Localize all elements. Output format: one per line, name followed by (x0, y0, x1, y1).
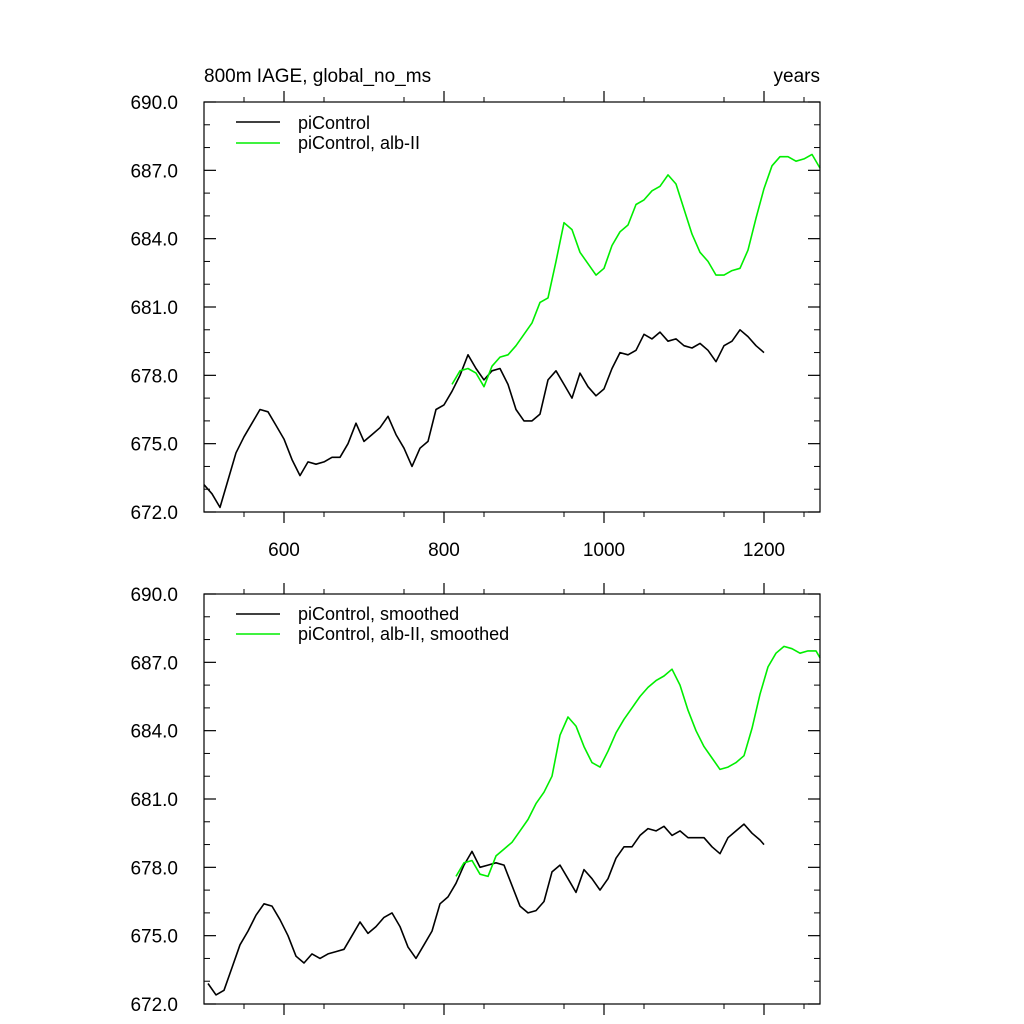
units-label: years (774, 66, 820, 87)
y-tick-label: 690.0 (130, 93, 178, 114)
y-tick-label: 687.0 (130, 653, 178, 674)
top-panel: 800m IAGE, global_no_ms years 672.0 675.0… (130, 66, 821, 561)
x-tick-label: 1000 (583, 540, 625, 561)
bottom-panel: 672.0 675.0 678.0 681.0 684.0 687.0 690.0 piCo… (130, 583, 821, 1016)
y-tick-label: 681.0 (130, 790, 178, 811)
y-tick-label: 672.0 (130, 995, 178, 1016)
bottom-series (207, 645, 821, 996)
y-tick-label: 675.0 (130, 927, 178, 948)
x-tick-label: 1200 (743, 540, 785, 561)
y-tick-label: 690.0 (130, 585, 178, 606)
bottom-plot-frame (203, 593, 821, 1005)
series-line-alb-ii (455, 645, 821, 878)
legend-label-picontrol-smoothed: piControl, smoothed (298, 604, 459, 624)
chart-title: 800m IAGE, global_no_ms (204, 66, 431, 87)
legend-label-picontrol: piControl (298, 113, 370, 133)
x-tick-label: 600 (268, 540, 300, 561)
top-ticks: 672.0 675.0 678.0 681.0 684.0 687.0 690.0 600 80… (130, 91, 820, 561)
legend-label-alb-ii-smoothed: piControl, alb-II, smoothed (298, 624, 509, 644)
y-tick-label: 687.0 (130, 161, 178, 182)
y-tick-label: 684.0 (130, 230, 178, 251)
series-line-picontrol (207, 823, 765, 996)
top-series (203, 153, 821, 509)
series-line-alb-ii (451, 153, 821, 388)
bottom-legend: piControl, smoothed piControl, alb-II, s… (236, 604, 509, 644)
y-tick-label: 684.0 (130, 722, 178, 743)
y-tick-label: 675.0 (130, 435, 178, 456)
y-tick-label: 678.0 (130, 858, 178, 879)
y-tick-label: 678.0 (130, 366, 178, 387)
top-plot-frame (203, 101, 821, 513)
legend-label-alb-ii: piControl, alb-II (298, 133, 420, 153)
x-tick-label: 800 (428, 540, 460, 561)
series-line-picontrol (203, 328, 765, 509)
bottom-ticks: 672.0 675.0 678.0 681.0 684.0 687.0 690.0 (130, 583, 820, 1016)
y-tick-label: 672.0 (130, 503, 178, 524)
top-legend: piControl piControl, alb-II (236, 113, 420, 153)
y-tick-label: 681.0 (130, 298, 178, 319)
